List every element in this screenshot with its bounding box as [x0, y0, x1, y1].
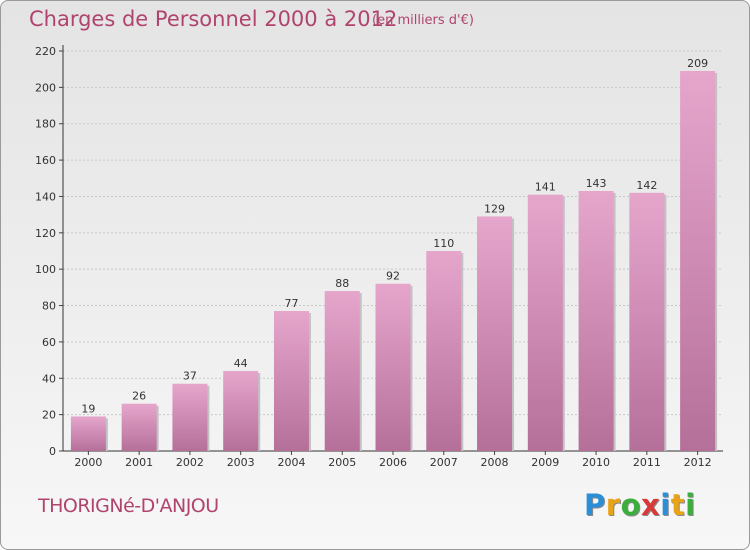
bar-2001 [121, 403, 157, 451]
logo-letter: i [685, 488, 696, 522]
y-tick-label: 120 [35, 227, 56, 240]
y-tick-label: 200 [35, 81, 56, 94]
y-tick-label: 180 [35, 118, 56, 131]
bar-2004 [273, 311, 309, 451]
x-tick-label-2010: 2010 [582, 456, 610, 469]
bar-2011 [629, 192, 665, 451]
town-name: THORIGNé-D'ANJOU [38, 495, 219, 517]
x-tick-label-2008: 2008 [481, 456, 509, 469]
x-tick-label-2005: 2005 [328, 456, 356, 469]
y-tick-label: 220 [35, 45, 56, 58]
logo-letter: r [605, 488, 621, 522]
value-label-2009: 141 [535, 181, 556, 194]
bar-2009 [527, 194, 563, 452]
x-tick-label-2011: 2011 [633, 456, 661, 469]
bar-2010 [578, 191, 614, 451]
bar-2008 [477, 216, 513, 451]
y-tick-label: 140 [35, 190, 56, 203]
proxiti-logo[interactable]: Proxiti [584, 488, 696, 522]
value-label-2007: 110 [433, 237, 454, 250]
bar-2012 [680, 71, 716, 451]
x-tick-label-2003: 2003 [227, 456, 255, 469]
y-tick-label: 80 [42, 300, 56, 313]
chart-subtitle: (en milliers d'€) [372, 13, 474, 28]
bar-2007 [426, 251, 462, 451]
x-tick-label-2009: 2009 [531, 456, 559, 469]
value-label-2011: 142 [636, 179, 657, 192]
value-label-2002: 37 [183, 370, 197, 383]
logo-letter: x [641, 488, 661, 522]
chart-title: Charges de Personnel 2000 à 2012 [29, 7, 398, 31]
logo-letter: i [660, 488, 671, 522]
x-tick-label-2004: 2004 [277, 456, 305, 469]
y-tick-label: 160 [35, 154, 56, 167]
y-tick-label: 60 [42, 336, 56, 349]
value-label-2005: 88 [335, 277, 349, 290]
value-label-2000: 19 [81, 402, 95, 415]
value-label-2012: 209 [687, 57, 708, 70]
x-tick-label-2012: 2012 [684, 456, 712, 469]
logo-letter: P [584, 488, 606, 522]
bar-2006 [375, 283, 411, 451]
bar-layer: 19 26 37 44 77 88 92 110 129 141 143 142 209 [70, 57, 718, 452]
bar-2003 [223, 371, 259, 451]
value-label-2010: 143 [586, 177, 607, 190]
x-tick-label-2000: 2000 [74, 456, 102, 469]
value-label-2001: 26 [132, 390, 146, 403]
value-label-2003: 44 [234, 357, 248, 370]
x-tick-label-2006: 2006 [379, 456, 407, 469]
proxiti-logo-text: Proxiti [584, 488, 696, 522]
y-tick-label: 0 [49, 445, 56, 458]
bar-2002 [172, 383, 208, 451]
logo-letter: o [620, 488, 642, 522]
logo-letter: t [670, 488, 686, 522]
value-label-2006: 92 [386, 270, 400, 283]
value-label-2008: 129 [484, 202, 505, 215]
x-tick-label-2002: 2002 [176, 456, 204, 469]
y-tick-label: 40 [42, 372, 56, 385]
bar-2000 [70, 416, 106, 451]
x-tick-label-2007: 2007 [430, 456, 458, 469]
y-tick-label: 100 [35, 263, 56, 276]
y-tick-label: 20 [42, 409, 56, 422]
x-tick-label-2001: 2001 [125, 456, 153, 469]
bar-2005 [324, 291, 360, 451]
value-label-2004: 77 [284, 297, 298, 310]
